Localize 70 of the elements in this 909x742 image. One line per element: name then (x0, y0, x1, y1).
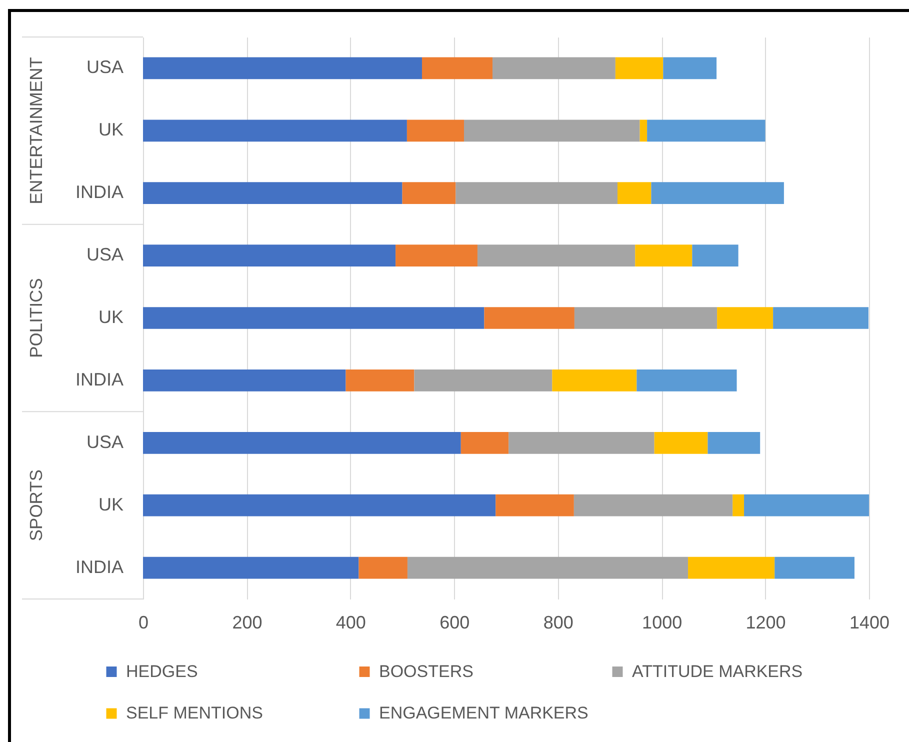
legend-label: SELF MENTIONS (126, 704, 263, 722)
bar (732, 494, 744, 516)
bar (414, 370, 552, 392)
x-tick-label: 1200 (746, 612, 786, 632)
y-tick-label: USA (86, 432, 124, 452)
text: SPORTS (26, 470, 46, 542)
bar (402, 182, 456, 204)
bar (617, 182, 652, 204)
bar (615, 57, 664, 80)
bar (464, 120, 640, 142)
x-tick-label: 600 (440, 612, 470, 632)
bar (744, 494, 869, 516)
x-tick-label: 1000 (642, 612, 682, 632)
y-tick-label: USA (86, 244, 124, 265)
bar (143, 120, 407, 142)
bar (396, 244, 478, 266)
bar (406, 120, 464, 142)
legend-label: ENGAGEMENT MARKERS (379, 704, 588, 722)
bar (688, 556, 775, 579)
bar (552, 370, 637, 392)
x-tick-label: 1400 (849, 612, 890, 632)
bar (143, 370, 346, 392)
text: POLITICS (26, 278, 46, 358)
x-tick-label: 400 (336, 612, 366, 632)
legend-label: ATTITUDE MARKERS (632, 662, 803, 681)
y-tick-label: UK (98, 307, 124, 327)
bar (574, 494, 733, 516)
bar (635, 244, 692, 266)
bar (636, 370, 737, 392)
bar (143, 307, 484, 329)
bar (407, 556, 688, 579)
bar (143, 556, 359, 579)
x-tick-label: 0 (138, 612, 149, 632)
bar (143, 57, 422, 80)
legend-label: HEDGES (126, 662, 198, 681)
bar (143, 244, 396, 266)
legend-label: BOOSTERS (379, 662, 474, 681)
bar (654, 432, 708, 454)
bar (508, 432, 654, 454)
bar (647, 120, 766, 142)
text: ENTERTAINMENT (26, 56, 46, 204)
bar (143, 182, 402, 204)
y-tick-label: INDIA (75, 182, 124, 202)
bar (663, 57, 717, 80)
bar (358, 556, 408, 579)
bar (484, 307, 574, 329)
bar (708, 432, 760, 454)
bar (456, 182, 618, 204)
y-tick-label: UK (98, 494, 124, 514)
y-tick-label: INDIA (75, 556, 124, 577)
y-tick-label: INDIA (75, 369, 124, 390)
bar (422, 57, 493, 80)
bar (640, 120, 648, 142)
bar (143, 432, 461, 454)
bar (492, 57, 616, 80)
x-tick-label: 200 (232, 612, 262, 632)
x-tick-label: 800 (543, 612, 574, 632)
bar (460, 432, 509, 454)
bar (574, 307, 718, 329)
bar (717, 307, 774, 329)
bar (143, 494, 496, 516)
y-tick-label: USA (86, 57, 124, 78)
bar (651, 182, 784, 204)
bar (773, 307, 868, 329)
bar (346, 370, 414, 392)
bar (496, 494, 574, 516)
y-tick-label: UK (98, 120, 124, 140)
bar (477, 244, 636, 266)
bar (774, 556, 854, 579)
bar (692, 244, 738, 266)
